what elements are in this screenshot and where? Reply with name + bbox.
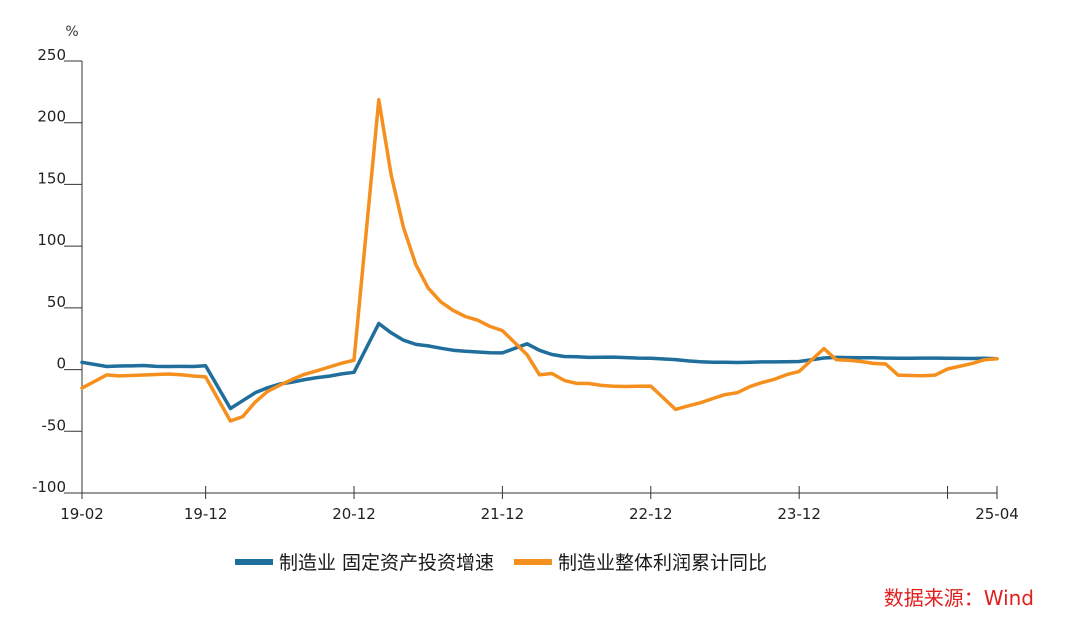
y-tick-label: 100: [37, 231, 66, 249]
y-tick-label: -100: [32, 478, 66, 496]
legend: 制造业 固定资产投资增速 制造业整体利润累计同比: [235, 548, 787, 575]
legend-label-profit: 制造业整体利润累计同比: [558, 552, 768, 574]
y-unit-label: %: [65, 24, 78, 40]
x-tick-label: 19-02: [60, 505, 104, 523]
x-tick-label: 25-04: [975, 505, 1019, 523]
x-tick-label: 22-12: [629, 505, 673, 523]
x-tick-label: 20-12: [332, 505, 376, 523]
x-tick-label: 19-12: [184, 505, 228, 523]
legend-item-investment: 制造业 固定资产投资增速: [235, 548, 494, 575]
series-line-investment: [80, 321, 999, 411]
axes: 250 200 150 100 50 0 -50 -100% 19-02 19-12 20-12 21…: [32, 24, 1019, 523]
y-tick-label: -50: [42, 416, 67, 434]
legend-swatch-investment: [235, 558, 273, 565]
data-source: 数据来源：Wind: [883, 586, 1034, 610]
series-line-profit: [80, 98, 999, 423]
legend-swatch-profit: [514, 558, 553, 565]
y-tick-label: 0: [56, 355, 66, 373]
x-tick-label: 23-12: [777, 505, 821, 523]
legend-item-profit: 制造业整体利润累计同比: [514, 548, 767, 575]
series-layer: [80, 98, 999, 423]
y-tick-label: 150: [37, 169, 66, 187]
y-tick-label: 50: [47, 293, 66, 311]
legend-label-investment: 制造业 固定资产投资增速: [279, 552, 495, 574]
y-tick-label: 250: [37, 46, 66, 64]
y-tick-label: 200: [37, 108, 66, 126]
x-tick-label: 21-12: [481, 505, 525, 523]
